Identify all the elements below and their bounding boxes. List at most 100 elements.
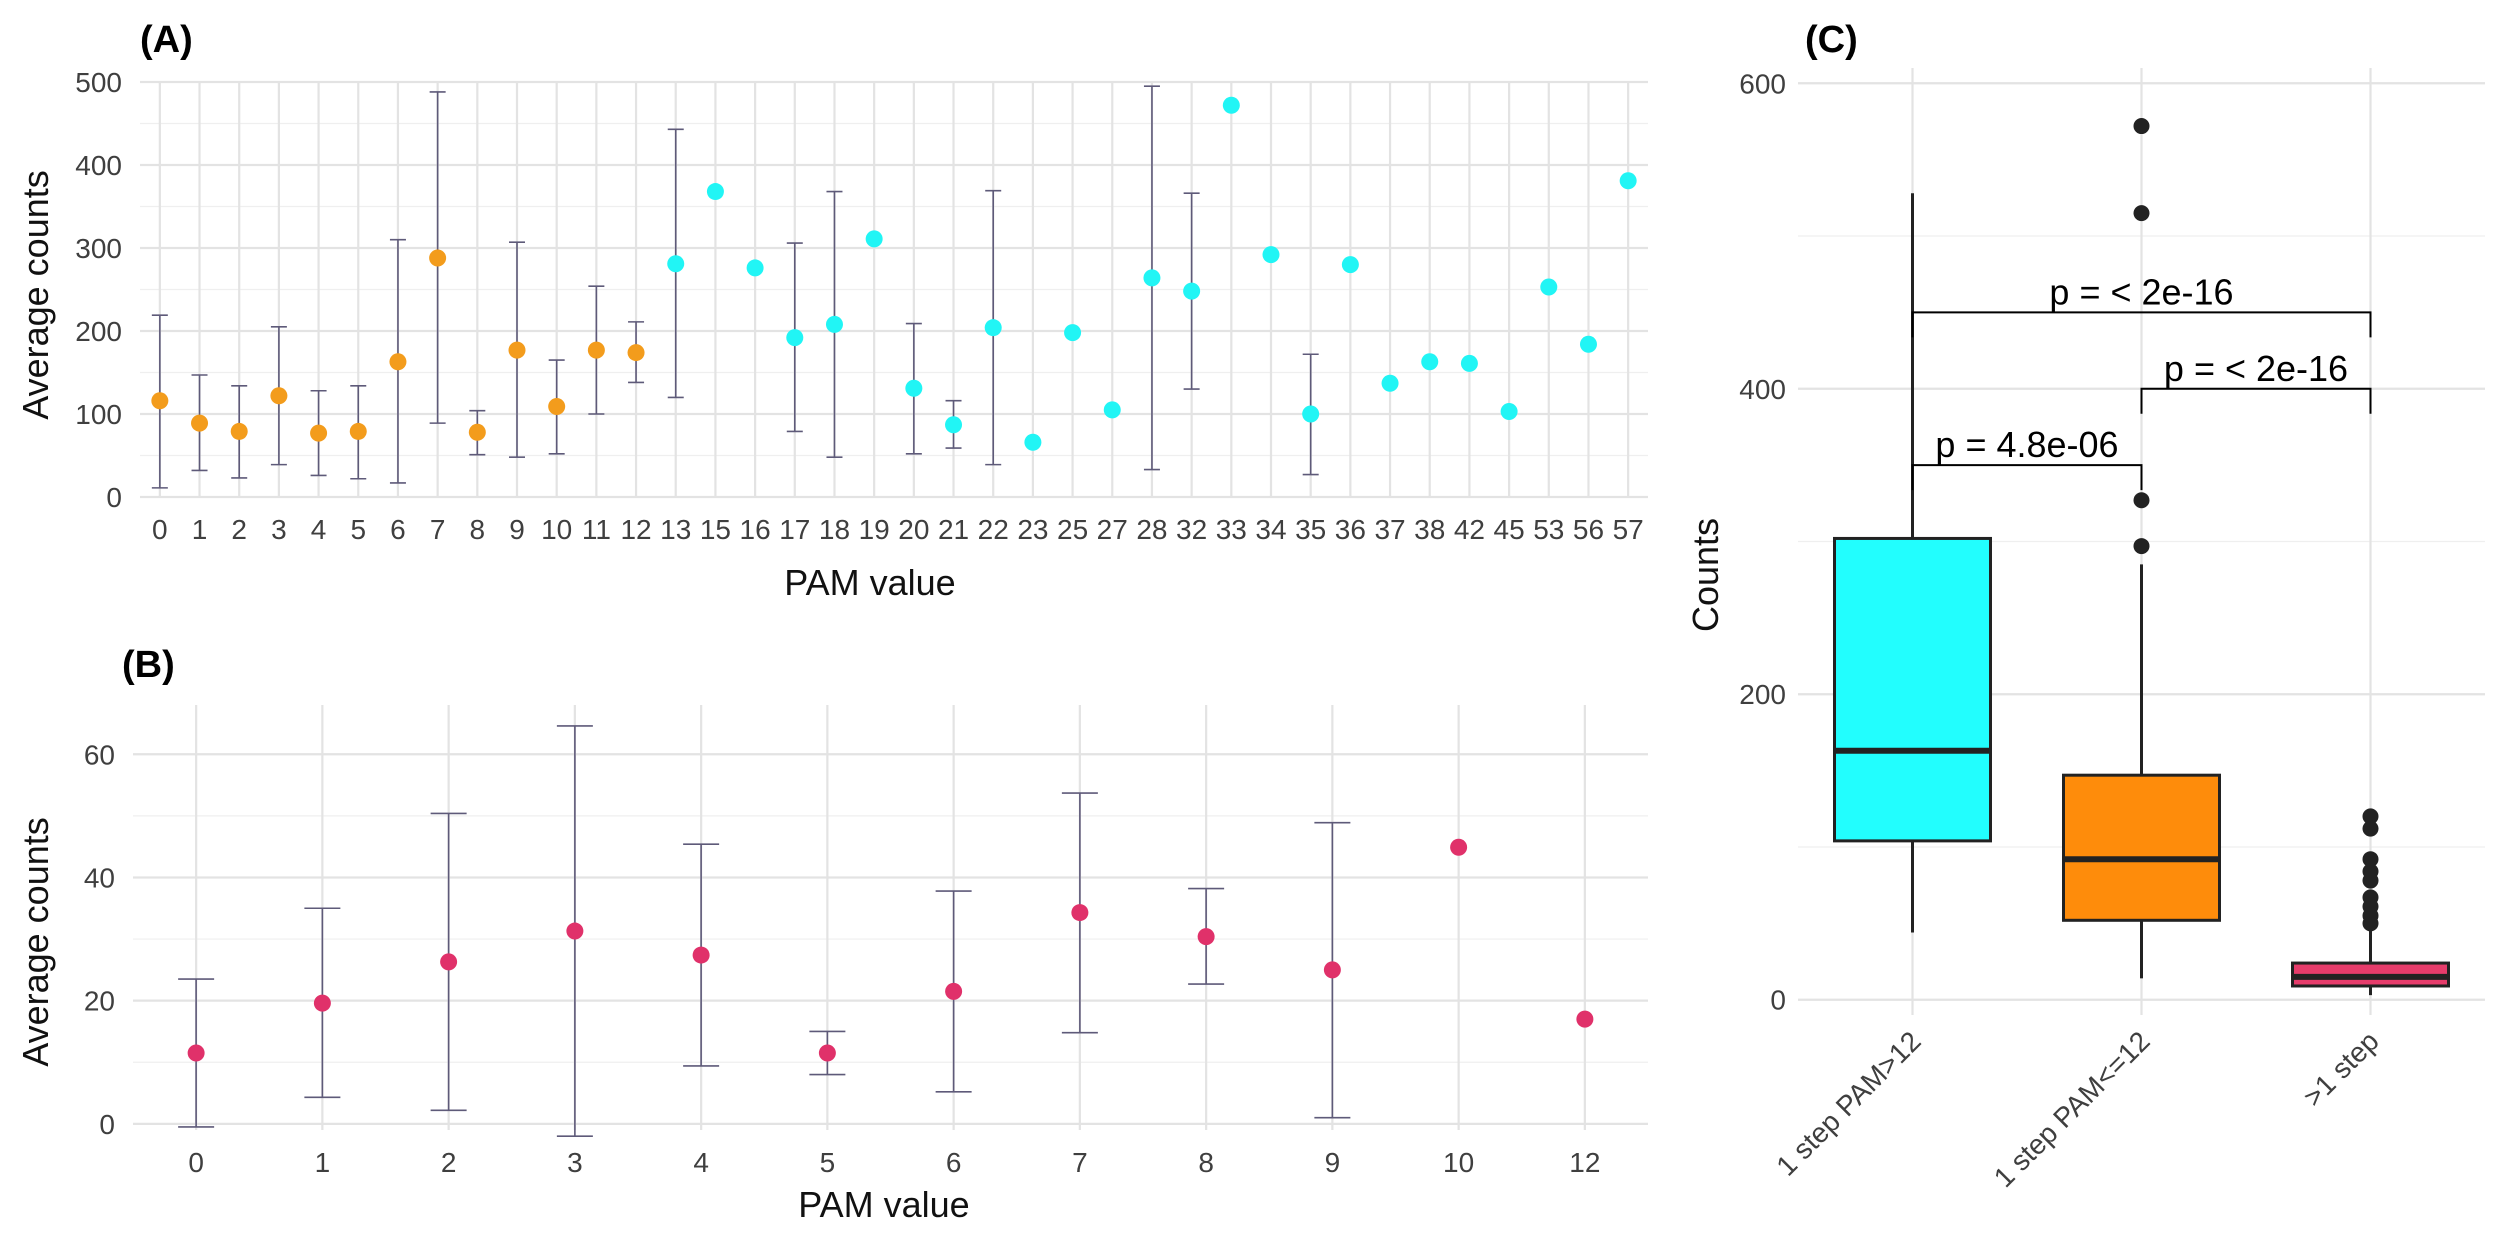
panel-a-x-tick-label: 10	[541, 514, 572, 545]
panel-a-y-tick-label: 100	[75, 399, 122, 430]
panel-a-data-point	[270, 387, 288, 405]
panel-a-x-tick-label: 18	[819, 514, 850, 545]
box-iqr	[1833, 536, 1992, 843]
panel-a-x-tick-label: 2	[231, 514, 247, 545]
panel-a-data-point	[508, 341, 526, 359]
panel-b-tag: (B)	[122, 644, 175, 686]
panel-a-data-point	[230, 422, 248, 440]
panel-a-data-point	[587, 341, 605, 359]
panel-a-data-point	[746, 259, 764, 277]
panel-a-data-point	[1103, 401, 1121, 419]
panel-a-data-point	[468, 423, 486, 441]
panel-b-grid	[133, 705, 1648, 1130]
comparison-bracket	[1911, 464, 2143, 491]
panel-c-y-ticks: 0 200 400 600	[1739, 68, 1786, 1015]
panel-b-y-tick-label: 20	[84, 986, 115, 1017]
panel-a-data-point	[1183, 282, 1201, 300]
panel-a-data-point	[905, 379, 923, 397]
panel-c-y-tick-label: 200	[1739, 679, 1786, 710]
panel-a-x-tick-label: 56	[1573, 514, 1604, 545]
panel-b-x-tick-label: 1	[315, 1147, 331, 1178]
panel-b-data-point	[945, 982, 963, 1000]
panel-c-y-tick-label: 600	[1739, 68, 1786, 99]
panel-b-data-point	[1323, 961, 1341, 979]
panel-a-x-tick-label: 4	[311, 514, 327, 545]
panel-a-data-point	[865, 230, 883, 248]
panel-a-x-tick-label: 0	[152, 514, 168, 545]
panel-c-x-tick-label: 1 step PAM<=12	[1988, 1025, 2156, 1193]
panel-a-x-tick-label: 32	[1176, 514, 1207, 545]
panel-b-y-tick-label: 40	[84, 862, 115, 893]
panel-b-x-ticks: 0 1 2 3 4 5 6 7 8 9 10 12	[188, 1147, 1600, 1178]
comparison-p-value: p = < 2e-16	[2049, 271, 2233, 312]
panel-a-x-tick-label: 6	[390, 514, 406, 545]
panel-a-data-point	[349, 422, 367, 440]
panel-a-x-tick-label: 17	[779, 514, 810, 545]
panel-a-x-tick-label: 35	[1295, 514, 1326, 545]
panel-b-x-tick-label: 3	[567, 1147, 583, 1178]
panel-b-y-tick-label: 0	[99, 1109, 115, 1140]
box-iqr	[2062, 773, 2221, 922]
comparison-p-value: p = 4.8e-06	[1935, 424, 2118, 465]
panel-a-data-point	[1064, 324, 1082, 342]
panel-a-x-tick-label: 22	[978, 514, 1009, 545]
panel-b-y-ticks: 0 20 40 60	[84, 739, 115, 1140]
panel-c-boxes	[1833, 118, 2450, 996]
panel-b-error-bars	[178, 725, 1351, 1137]
panel-a-x-ticks: 0 1 2 3 4 5 6 7 8 9 10 11 12 13 15 16 17 18 19 20 21 22 23 25 27…	[152, 514, 1644, 545]
panel-a-data-point	[984, 319, 1002, 337]
panel-c-comparisons: p = < 2e-16 p = < 2e-16 p = 4.8e-06	[1911, 271, 2372, 491]
panel-b-x-tick-label: 6	[946, 1147, 962, 1178]
panel-b-y-title: Average counts	[15, 817, 56, 1067]
panel-a-y-tick-label: 400	[75, 150, 122, 181]
comparison-bracket	[2140, 387, 2372, 414]
panel-a-data-point	[1302, 405, 1320, 423]
panel-a-x-tick-label: 13	[660, 514, 691, 545]
panel-b-x-tick-label: 10	[1443, 1147, 1474, 1178]
panel-a-x-tick-label: 8	[470, 514, 486, 545]
panel-a-data-point	[1262, 246, 1280, 264]
panel-a-data-point	[151, 392, 169, 410]
box-outlier-point	[2362, 808, 2379, 825]
panel-a-x-tick-label: 5	[350, 514, 366, 545]
panel-a-x-tick-label: 38	[1414, 514, 1445, 545]
panel-a-x-tick-label: 7	[430, 514, 446, 545]
panel-b-x-tick-label: 4	[693, 1147, 709, 1178]
panel-b-x-tick-label: 9	[1325, 1147, 1341, 1178]
panel-a-x-tick-label: 33	[1216, 514, 1247, 545]
panel-c-y-tick-label: 0	[1770, 985, 1786, 1016]
panel-b-x-title: PAM value	[798, 1184, 969, 1225]
panel-a-data-point	[667, 255, 685, 273]
panel-a-data-point	[825, 315, 843, 333]
panel-a-x-tick-label: 3	[271, 514, 287, 545]
box-outlier-point	[2362, 889, 2379, 906]
panel-b-x-tick-label: 2	[441, 1147, 457, 1178]
panel-a-data-point	[1421, 353, 1439, 371]
panel-b-data-point	[692, 946, 710, 964]
panel-b-x-tick-label: 12	[1569, 1147, 1600, 1178]
panel-a-x-tick-label: 11	[582, 514, 611, 545]
panel-a-x-tick-label: 57	[1613, 514, 1644, 545]
box-outlier-point	[2133, 118, 2150, 135]
panel-a-x-tick-label: 34	[1255, 514, 1286, 545]
panel-c-y-title: Counts	[1685, 518, 1726, 632]
panel-a-data-point	[1143, 269, 1161, 287]
panel-b-data-point	[1576, 1010, 1594, 1028]
panel-a-data-point	[1341, 256, 1359, 274]
panel-a-y-tick-label: 500	[75, 67, 122, 98]
panel-b-data-point	[313, 994, 331, 1012]
panel-b-data-point	[1071, 904, 1089, 922]
panel-a-data-point	[706, 183, 724, 201]
panel-a-data-point	[1619, 172, 1637, 190]
panel-c-y-tick-label: 400	[1739, 374, 1786, 405]
panel-a-x-tick-label: 42	[1454, 514, 1485, 545]
panel-a-x-tick-label: 25	[1057, 514, 1088, 545]
panel-a-y-tick-label: 200	[75, 316, 122, 347]
box-outlier-point	[2133, 205, 2150, 222]
panel-b-data-point	[440, 953, 458, 971]
panel-a-x-tick-label: 19	[859, 514, 890, 545]
panel-b-data-point	[818, 1044, 836, 1062]
panel-a-points	[151, 96, 1637, 451]
